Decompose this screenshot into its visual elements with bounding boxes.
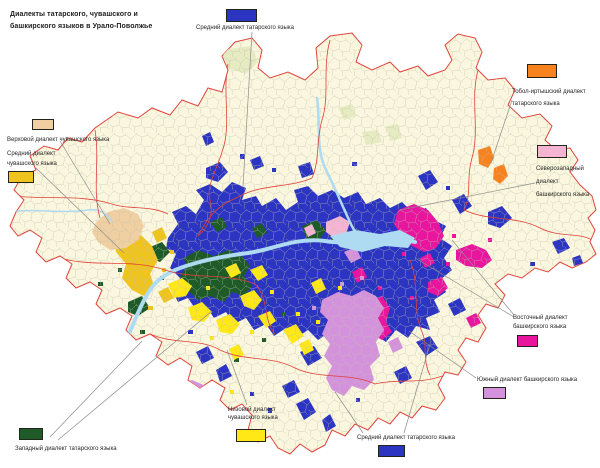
legend-bashkir-eastern-swatch <box>517 335 538 347</box>
legend-tatar-middle-bottom-label: Средний диалект татарского языка <box>357 435 455 441</box>
legend-chuvash-middle-line1: Средний диалект <box>7 151 56 157</box>
map-title: Диалекты татарского, чувашского и башкир… <box>10 9 152 33</box>
legend-chuvash-lower-line2: чувашского языка <box>228 415 278 421</box>
legend-bashkir-eastern-line2: башкирского языка <box>513 324 567 330</box>
map-title-line1: Диалекты татарского, чувашского и <box>10 11 138 18</box>
leader-lines <box>35 31 536 441</box>
river-sura <box>10 208 113 222</box>
legend-bashkir-southern-swatch <box>483 387 506 399</box>
legend-chuvash-middle-label: Средний диалект чувашского языка <box>7 149 57 169</box>
legend-chuvash-middle-line2: чувашского языка <box>7 161 57 167</box>
legend-chuvash-upper-label: Верховой диалект чувашского языка <box>7 137 110 143</box>
legend-tatar-middle-top-label: Средний диалект татарского языка <box>196 25 294 31</box>
legend-tatar-western-label: Западный диалект татарского языка <box>15 446 117 452</box>
legend-chuvash-lower-line1: Низовой диалект <box>228 407 276 413</box>
legend-tobol-irtysh-line2: татарского языка <box>512 101 560 107</box>
legend-chuvash-upper-swatch <box>32 119 54 130</box>
reservoir <box>330 230 415 252</box>
legend-bashkir-northwest-swatch <box>537 145 567 158</box>
legend-bashkir-eastern-label: Восточный диалект башкирского языка <box>513 314 567 332</box>
legend-chuvash-lower-swatch <box>236 429 266 442</box>
legend-chuvash-lower-label: Низовой диалект чувашского языка <box>228 406 278 422</box>
legend-bashkir-eastern-line1: Восточный диалект <box>513 315 568 321</box>
legend-tobol-irtysh-line1: Тобол-иртышский диалект <box>512 89 586 95</box>
legend-tatar-middle-bottom-swatch <box>378 445 405 457</box>
legend-tobol-irtysh-label: Тобол-иртышский диалект татарского языка <box>512 86 586 110</box>
legend-tatar-middle-top-swatch <box>226 9 257 22</box>
legend-bashkir-southern-label: Южный диалект башкирского языка <box>477 377 578 383</box>
legend-bashkir-northwest-line1: Северозападный <box>536 166 584 172</box>
legend-tobol-irtysh-swatch <box>527 64 557 78</box>
legend-chuvash-middle-swatch <box>8 171 34 183</box>
legend-bashkir-northwest-line3: башкирского языка <box>536 192 590 198</box>
map-title-line2: башкирского языков в Урало-Поволжье <box>10 23 153 30</box>
legend-bashkir-northwest-label: Северозападный диалект башкирского языка <box>536 163 589 202</box>
legend-bashkir-northwest-line2: диалект <box>536 179 559 185</box>
oblast-boundaries <box>13 39 593 385</box>
legend-tatar-western-swatch <box>19 428 43 440</box>
